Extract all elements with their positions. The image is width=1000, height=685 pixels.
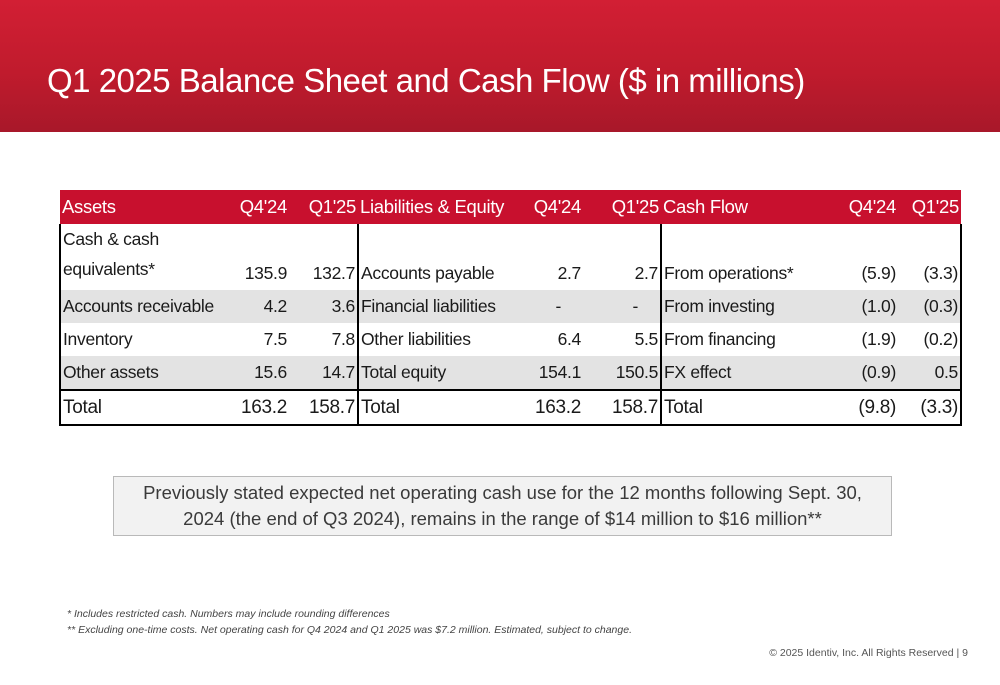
asset-q4: 7.5 [263,329,288,349]
table-row: Other assets 15.6 14.7 Total equity 154.… [59,356,962,390]
header-assets-q4: Q4'24 [224,190,289,224]
liab-q1: 5.5 [583,323,662,356]
cash-q1: 0.5 [898,356,962,390]
liab-label: Financial liabilities [358,290,531,323]
cash-label: From financing [664,329,776,349]
assets-total-label: Total [59,389,224,426]
asset-q1: 132.7 [289,224,359,290]
liab-total-q1: 158.7 [583,389,662,426]
liab-q1: - [583,290,662,323]
table-header-row: Assets Q4'24 Q1'25 Liabilities & Equity … [60,190,961,224]
title-banner: Q1 2025 Balance Sheet and Cash Flow ($ i… [0,0,1000,132]
header-assets: Assets [60,190,224,224]
cash-label: From investing [661,290,823,323]
assets-total-q1: 158.7 [289,389,359,426]
liab-label: Accounts payable [361,263,495,283]
header-liab-q1: Q1'25 [583,190,661,224]
cash-q1: (0.2) [898,323,962,356]
liab-q1: 150.5 [583,356,662,390]
table-row: Inventory 7.5 7.8 Other liabilities 6.4 … [59,323,962,356]
liab-q4: 2.7 [557,263,582,283]
cash-q4: (0.9) [823,356,898,390]
table-total-row: Total 163.2 158.7 Total 163.2 158.7 Tota… [59,389,962,426]
page-title: Q1 2025 Balance Sheet and Cash Flow ($ i… [47,62,805,99]
guidance-callout: Previously stated expected net operating… [113,476,892,536]
cash-total-label: Total [661,389,823,426]
table-row: Cash & cash equivalents* 135.9 132.7 Acc… [59,224,962,290]
asset-q4: 135.9 [244,263,288,283]
cash-q4: (5.9) [861,263,897,283]
footnote-one-time-costs: ** Excluding one-time costs. Net operati… [67,624,632,636]
asset-q4: 15.6 [224,356,289,390]
asset-q1: 3.6 [289,290,359,323]
asset-label: Cash & cash equivalents* [59,224,224,290]
asset-q1: 14.7 [289,356,359,390]
copyright-page-number: © 2025 Identiv, Inc. All Rights Reserved… [769,647,968,659]
header-cashflow: Cash Flow [661,190,823,224]
footnote-restricted-cash: * Includes restricted cash. Numbers may … [67,608,390,620]
cash-q4: (1.0) [823,290,898,323]
liab-total-label: Total [358,389,531,426]
header-cash-q4: Q4'24 [823,190,898,224]
liab-total-q4: 163.2 [531,389,583,426]
liab-q4: - [531,290,583,323]
asset-q1: 7.8 [289,323,359,356]
assets-total-q4: 163.2 [224,389,289,426]
header-cash-q1: Q1'25 [898,190,961,224]
balance-cashflow-table: Assets Q4'24 Q1'25 Liabilities & Equity … [59,190,962,426]
asset-q4: 4.2 [224,290,289,323]
liab-label: Total equity [358,356,531,390]
liab-q4: 154.1 [531,356,583,390]
liab-q4: 6.4 [557,329,582,349]
liab-label: Other liabilities [361,329,471,349]
cash-q4: (1.9) [861,329,897,349]
asset-label: Accounts receivable [59,290,224,323]
cash-label: From operations* [664,263,794,283]
header-liabilities: Liabilities & Equity [358,190,531,224]
cash-q1: (0.3) [898,290,962,323]
cash-total-q4: (9.8) [823,389,898,426]
cash-total-q1: (3.3) [898,389,962,426]
cash-label: FX effect [661,356,823,390]
asset-label: Other assets [59,356,224,390]
cash-q1: (3.3) [898,224,962,290]
asset-label: Inventory [59,323,224,356]
header-assets-q1: Q1'25 [289,190,358,224]
table-row: Accounts receivable 4.2 3.6 Financial li… [59,290,962,323]
header-liab-q4: Q4'24 [531,190,583,224]
liab-q1: 2.7 [583,224,662,290]
